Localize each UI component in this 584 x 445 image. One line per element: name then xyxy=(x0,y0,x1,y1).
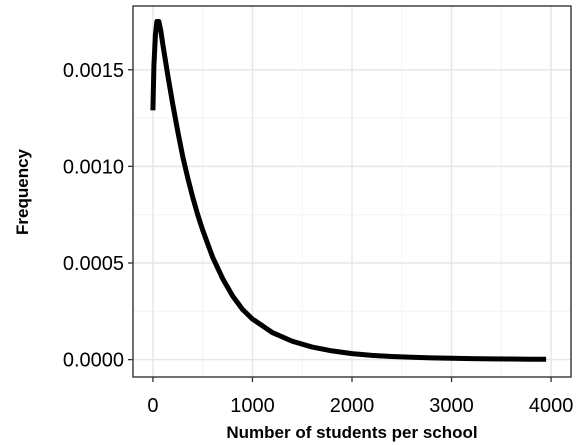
x-axis-title: Number of students per school xyxy=(226,423,477,442)
x-tick-label: 1000 xyxy=(230,395,275,417)
y-axis-title: Frequency xyxy=(13,148,32,235)
y-tick-label: 0.0005 xyxy=(63,253,124,275)
x-tick-label: 2000 xyxy=(330,395,375,417)
y-tick-label: 0.0015 xyxy=(63,60,124,82)
y-tick-label: 0.0000 xyxy=(63,350,124,372)
x-tick-labels: 0 1000 2000 3000 4000 xyxy=(147,395,573,417)
series-layer xyxy=(150,18,547,362)
y-tick-labels: 0.0000 0.0005 0.0010 0.0015 xyxy=(63,60,124,372)
x-tick-label: 4000 xyxy=(529,395,574,417)
x-tick-label: 3000 xyxy=(429,395,474,417)
y-tick-label: 0.0010 xyxy=(63,156,124,178)
x-tick-label: 0 xyxy=(147,395,158,417)
axis-ticks xyxy=(128,69,552,382)
density-curve xyxy=(150,18,547,362)
